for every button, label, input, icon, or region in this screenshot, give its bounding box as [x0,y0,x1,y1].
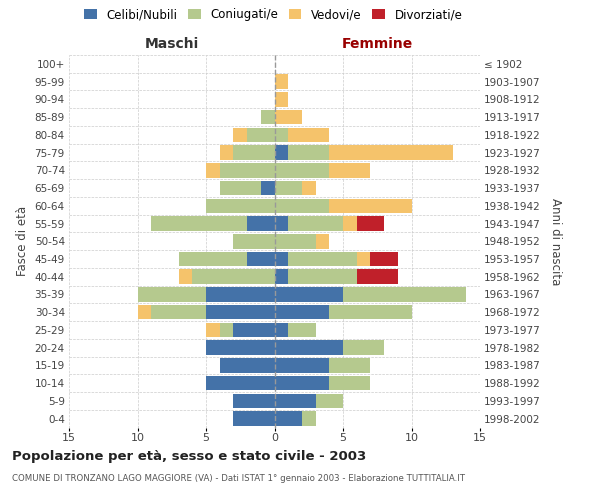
Bar [329,163,370,178]
Bar [193,270,275,284]
Bar [179,270,193,284]
Bar [275,305,329,320]
Bar [206,198,275,213]
Bar [275,74,288,89]
Bar [233,412,275,426]
Bar [220,358,275,372]
Text: Maschi: Maschi [145,38,199,52]
Bar [179,252,247,266]
Bar [302,181,316,196]
Bar [206,305,275,320]
Y-axis label: Anni di nascita: Anni di nascita [549,198,562,285]
Bar [275,322,288,337]
Bar [261,110,275,124]
Text: COMUNE DI TRONZANO LAGO MAGGIORE (VA) - Dati ISTAT 1° gennaio 2003 - Elaborazion: COMUNE DI TRONZANO LAGO MAGGIORE (VA) - … [12,474,465,483]
Bar [275,234,316,248]
Bar [370,252,398,266]
Bar [206,340,275,355]
Bar [247,252,275,266]
Bar [275,270,288,284]
Bar [137,287,206,302]
Bar [275,216,288,231]
Bar [316,234,329,248]
Bar [261,181,275,196]
Bar [220,146,233,160]
Bar [233,322,275,337]
Bar [329,358,370,372]
Bar [247,128,275,142]
Bar [206,163,220,178]
Bar [275,92,288,106]
Legend: Celibi/Nubili, Coniugati/e, Vedovi/e, Divorziati/e: Celibi/Nubili, Coniugati/e, Vedovi/e, Di… [81,6,465,24]
Bar [137,305,151,320]
Bar [288,322,316,337]
Bar [356,270,398,284]
Bar [275,110,302,124]
Text: Femmine: Femmine [341,38,413,52]
Bar [233,394,275,408]
Bar [275,163,329,178]
Bar [356,252,370,266]
Bar [206,322,220,337]
Bar [329,376,370,390]
Bar [329,198,412,213]
Bar [220,322,233,337]
Bar [220,163,275,178]
Text: Popolazione per età, sesso e stato civile - 2003: Popolazione per età, sesso e stato civil… [12,450,366,463]
Bar [329,146,452,160]
Bar [233,128,247,142]
Bar [247,216,275,231]
Bar [343,287,466,302]
Bar [288,146,329,160]
Bar [275,198,329,213]
Bar [220,181,261,196]
Bar [275,412,302,426]
Bar [288,216,343,231]
Bar [275,358,329,372]
Bar [288,270,356,284]
Bar [151,305,206,320]
Y-axis label: Fasce di età: Fasce di età [16,206,29,276]
Bar [316,394,343,408]
Bar [329,305,412,320]
Bar [302,412,316,426]
Bar [288,252,356,266]
Bar [275,340,343,355]
Bar [275,181,302,196]
Bar [356,216,384,231]
Bar [206,287,275,302]
Bar [275,128,288,142]
Bar [233,146,275,160]
Bar [343,216,356,231]
Bar [275,252,288,266]
Bar [288,128,329,142]
Bar [206,376,275,390]
Bar [275,376,329,390]
Bar [233,234,275,248]
Bar [343,340,384,355]
Bar [275,394,316,408]
Bar [275,146,288,160]
Bar [275,287,343,302]
Bar [151,216,247,231]
